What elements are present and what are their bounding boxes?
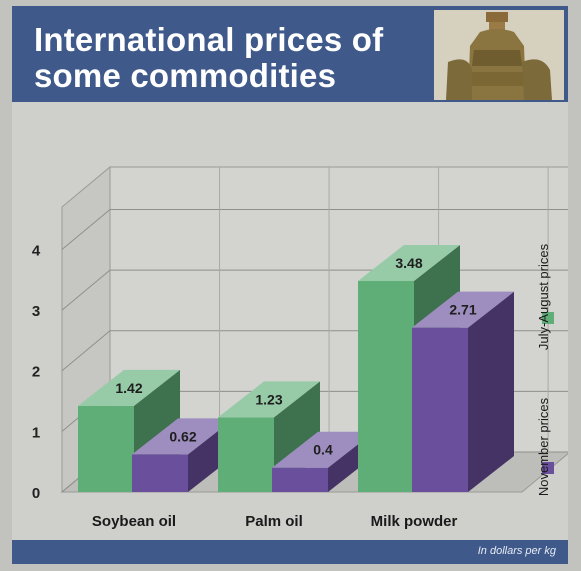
bar-top [412,291,514,328]
chart-footer: In dollars per kg [12,540,568,564]
bar-value-label: 0.62 [169,428,196,444]
y-tick-label: 1 [32,424,40,441]
category-label: Palm oil [245,513,303,530]
chart-legend: July-August prices November prices [536,243,554,496]
legend-swatch [542,312,554,324]
y-tick-label: 0 [32,485,40,502]
y-tick-label: 3 [32,303,40,320]
bar-front [412,327,468,492]
y-tick-labels: 0 1 2 3 4 [32,242,41,502]
bar-front [358,280,414,492]
bar-front [78,405,134,492]
bar-value-label: 1.42 [115,380,142,396]
gridline [61,208,568,250]
chart-title: International prices of some commodities [34,22,424,94]
category-labels: Soybean oil Palm oil Milk powder [92,513,458,530]
category-label: Soybean oil [92,513,176,530]
chart-header: International prices of some commodities [12,6,568,102]
bar-value-label: 0.4 [313,442,333,458]
bar-top [358,244,460,281]
y-tick-label: 4 [32,242,41,259]
bar-value-label: 1.23 [255,391,282,407]
bar-front [132,454,188,492]
bar-value-labels: 1.42 0.62 1.23 0.4 3.48 2.71 [115,255,476,458]
bar-top [132,418,234,455]
category-label: Milk powder [371,513,458,530]
bar-front [272,467,328,492]
y-tick-label: 2 [32,364,40,381]
chart-title-line-1: International prices of [34,21,384,58]
bar-top [78,369,180,406]
bar-value-label: 2.71 [449,302,476,318]
legend-label: November prices [536,397,551,496]
chart-canvas: 0 1 2 3 4 1.42 0.62 1.23 0.4 3.48 2.71 Soybean oi… [32,165,568,530]
bar-front [218,417,274,492]
bar-side [468,291,514,492]
chart-title-line-2: some commodities [34,57,337,94]
unit-note: In dollars per kg [477,545,556,557]
plot-area: 0 1 2 3 4 1.42 0.62 1.23 0.4 3.48 2.71 Soybean oi… [12,102,568,540]
bar-top [218,381,320,418]
bar-top [272,431,374,468]
legend-swatch [542,462,554,474]
bar-value-label: 3.48 [395,255,422,271]
oil-bottle-image [434,10,564,100]
legend-label: July-August prices [536,243,551,350]
chart-bars [78,244,514,492]
